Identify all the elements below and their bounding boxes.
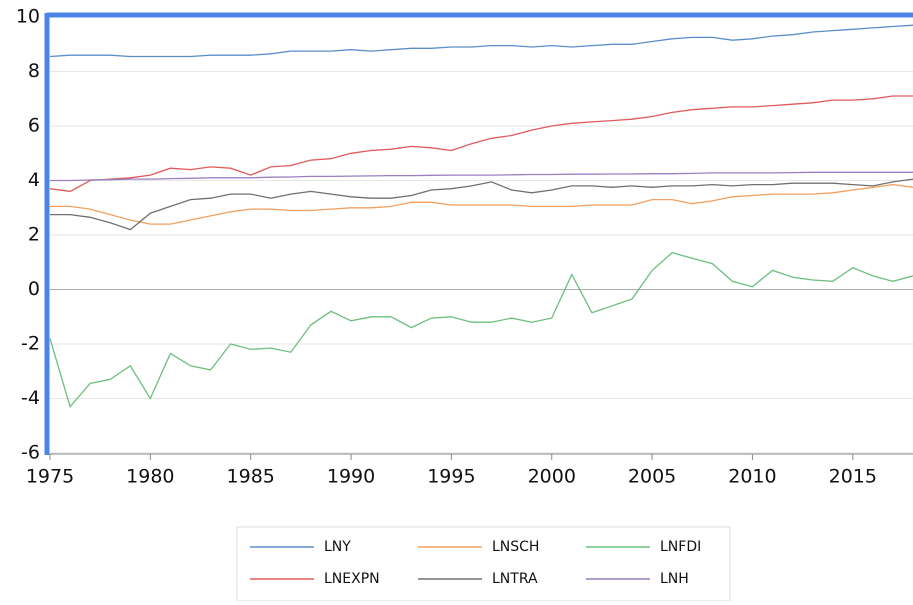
x-tick-label: 1990 (327, 466, 375, 488)
y-tick-label: 2 (28, 224, 40, 246)
y-tick-label: 4 (28, 169, 40, 191)
x-tick-label: 1980 (126, 466, 174, 488)
legend-label: LNEXPN (324, 571, 380, 587)
x-tick-label: 1995 (427, 466, 475, 488)
series-line (50, 183, 913, 225)
x-tick-label: 1985 (227, 466, 275, 488)
legend-label: LNY (324, 539, 351, 555)
series-line (49, 24, 913, 58)
legend-box (236, 526, 731, 602)
y-tick-label: -2 (21, 333, 40, 355)
series-line (50, 171, 913, 182)
y-tick-label: -4 (21, 387, 40, 409)
series-line (49, 251, 913, 409)
x-tick-label: 2010 (728, 466, 776, 488)
x-tick-label: 1975 (26, 466, 74, 488)
grid: -6 -4 -2 0 2 4 6 8 10 1975 1980 1985 1990 1995 2000 200… (16, 6, 913, 488)
x-tick-label: 2005 (628, 466, 676, 488)
legend-label: LNH (660, 571, 689, 587)
x-tick-label: 2000 (528, 466, 576, 488)
y-tick-label: 8 (28, 60, 40, 82)
y-tick-label: 0 (28, 278, 40, 300)
legend-label: LNFDI (660, 539, 701, 555)
lines (49, 24, 913, 409)
y-tick-label: -6 (21, 442, 40, 464)
legend-label: LNTRA (492, 571, 538, 587)
y-tick-label: 6 (28, 115, 40, 137)
x-tick-label: 2015 (829, 466, 877, 488)
series-line (49, 95, 913, 193)
y-tick-label: 10 (16, 6, 40, 28)
legend: LNY LNSCH LNFDI LNEXPN LNTRA LNH (250, 539, 701, 587)
legend-label: LNSCH (492, 539, 539, 555)
series-line (50, 178, 913, 231)
